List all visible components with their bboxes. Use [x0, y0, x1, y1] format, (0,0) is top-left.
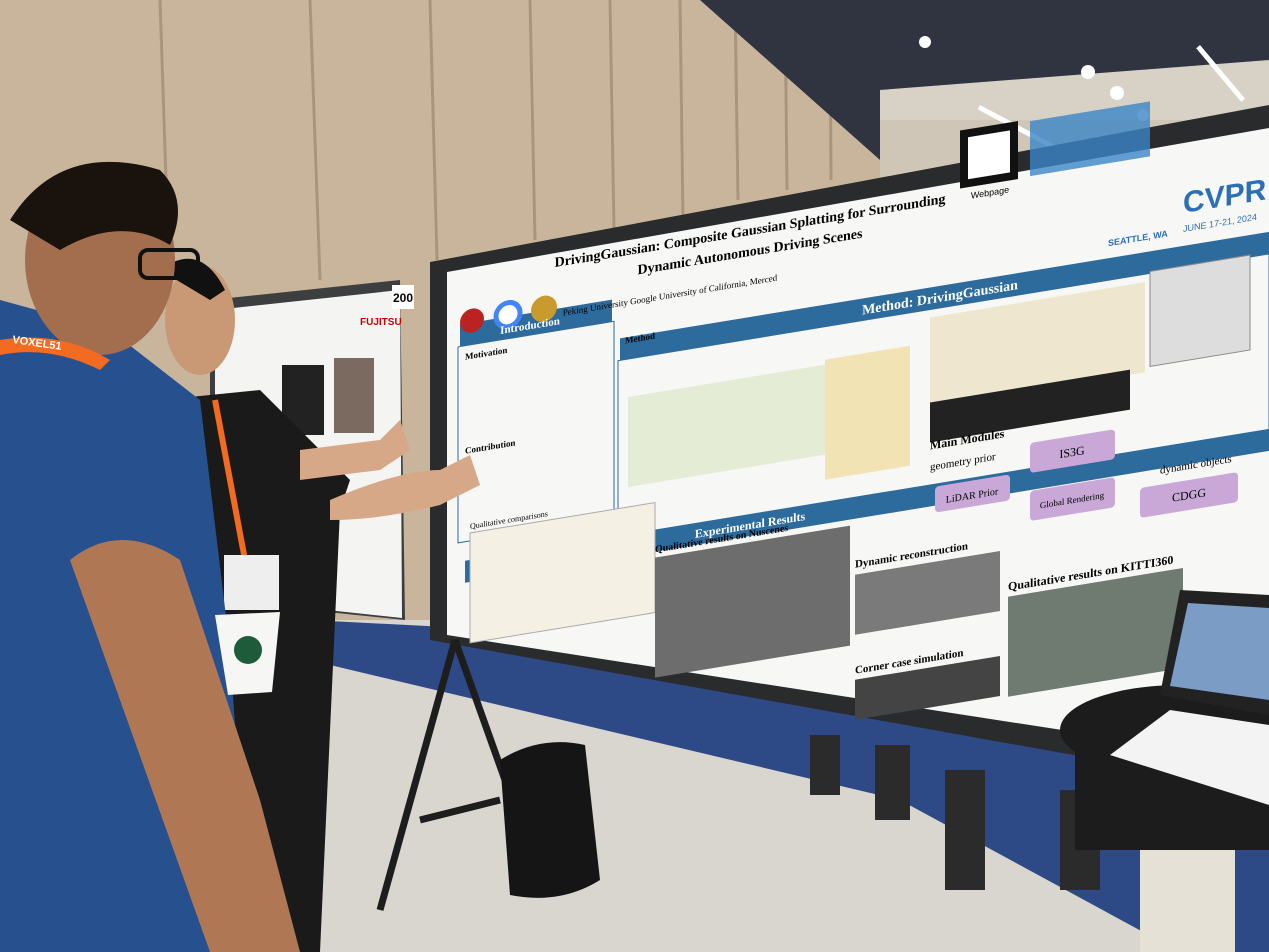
paper	[1110, 710, 1269, 805]
side-poster-brand: FUJITSU	[360, 317, 402, 328]
global-box	[1030, 477, 1115, 521]
corner-grid	[855, 656, 1000, 720]
attendee-hair	[10, 161, 178, 250]
backpack	[500, 742, 600, 898]
method-label: Method	[625, 331, 655, 346]
results-band	[465, 428, 1269, 583]
carpet	[310, 620, 1269, 952]
google-logo	[493, 299, 523, 330]
dynamic-grid	[855, 551, 1000, 635]
cup-logo	[234, 636, 262, 664]
ucm-logo	[531, 295, 557, 322]
presenter-lanyard	[212, 399, 248, 561]
tablet-screen	[1170, 603, 1269, 700]
cdgg: CDGG	[1172, 485, 1206, 505]
kitti-grid	[1008, 567, 1183, 697]
board-number-card	[392, 285, 414, 309]
ceiling-panel	[880, 60, 1269, 120]
cdgg-box	[1140, 472, 1238, 518]
attendee-lanyard	[0, 337, 110, 370]
skyline-logo	[1030, 101, 1150, 177]
easel-stand	[376, 638, 509, 911]
nuscenes-grid	[655, 525, 850, 678]
presenter-badge	[224, 555, 279, 610]
board-number: 200	[393, 291, 413, 305]
side-poster-figure	[334, 358, 374, 433]
ceiling	[700, 0, 1269, 160]
splatting-figure	[1149, 254, 1251, 367]
intro-band	[460, 299, 612, 347]
qr-inner	[968, 130, 1010, 180]
lidar-box	[935, 474, 1010, 513]
presenter-arm	[330, 455, 480, 520]
presenter-hand	[300, 420, 410, 480]
attendee-glasses	[138, 248, 200, 280]
pku-logo	[460, 308, 484, 333]
is3g-box	[1030, 429, 1115, 473]
is3g: IS3G	[1059, 443, 1085, 461]
method-figure-side	[825, 345, 910, 480]
film-strip	[930, 369, 1130, 443]
method-band	[620, 231, 1269, 361]
attendee-arm	[70, 540, 300, 952]
